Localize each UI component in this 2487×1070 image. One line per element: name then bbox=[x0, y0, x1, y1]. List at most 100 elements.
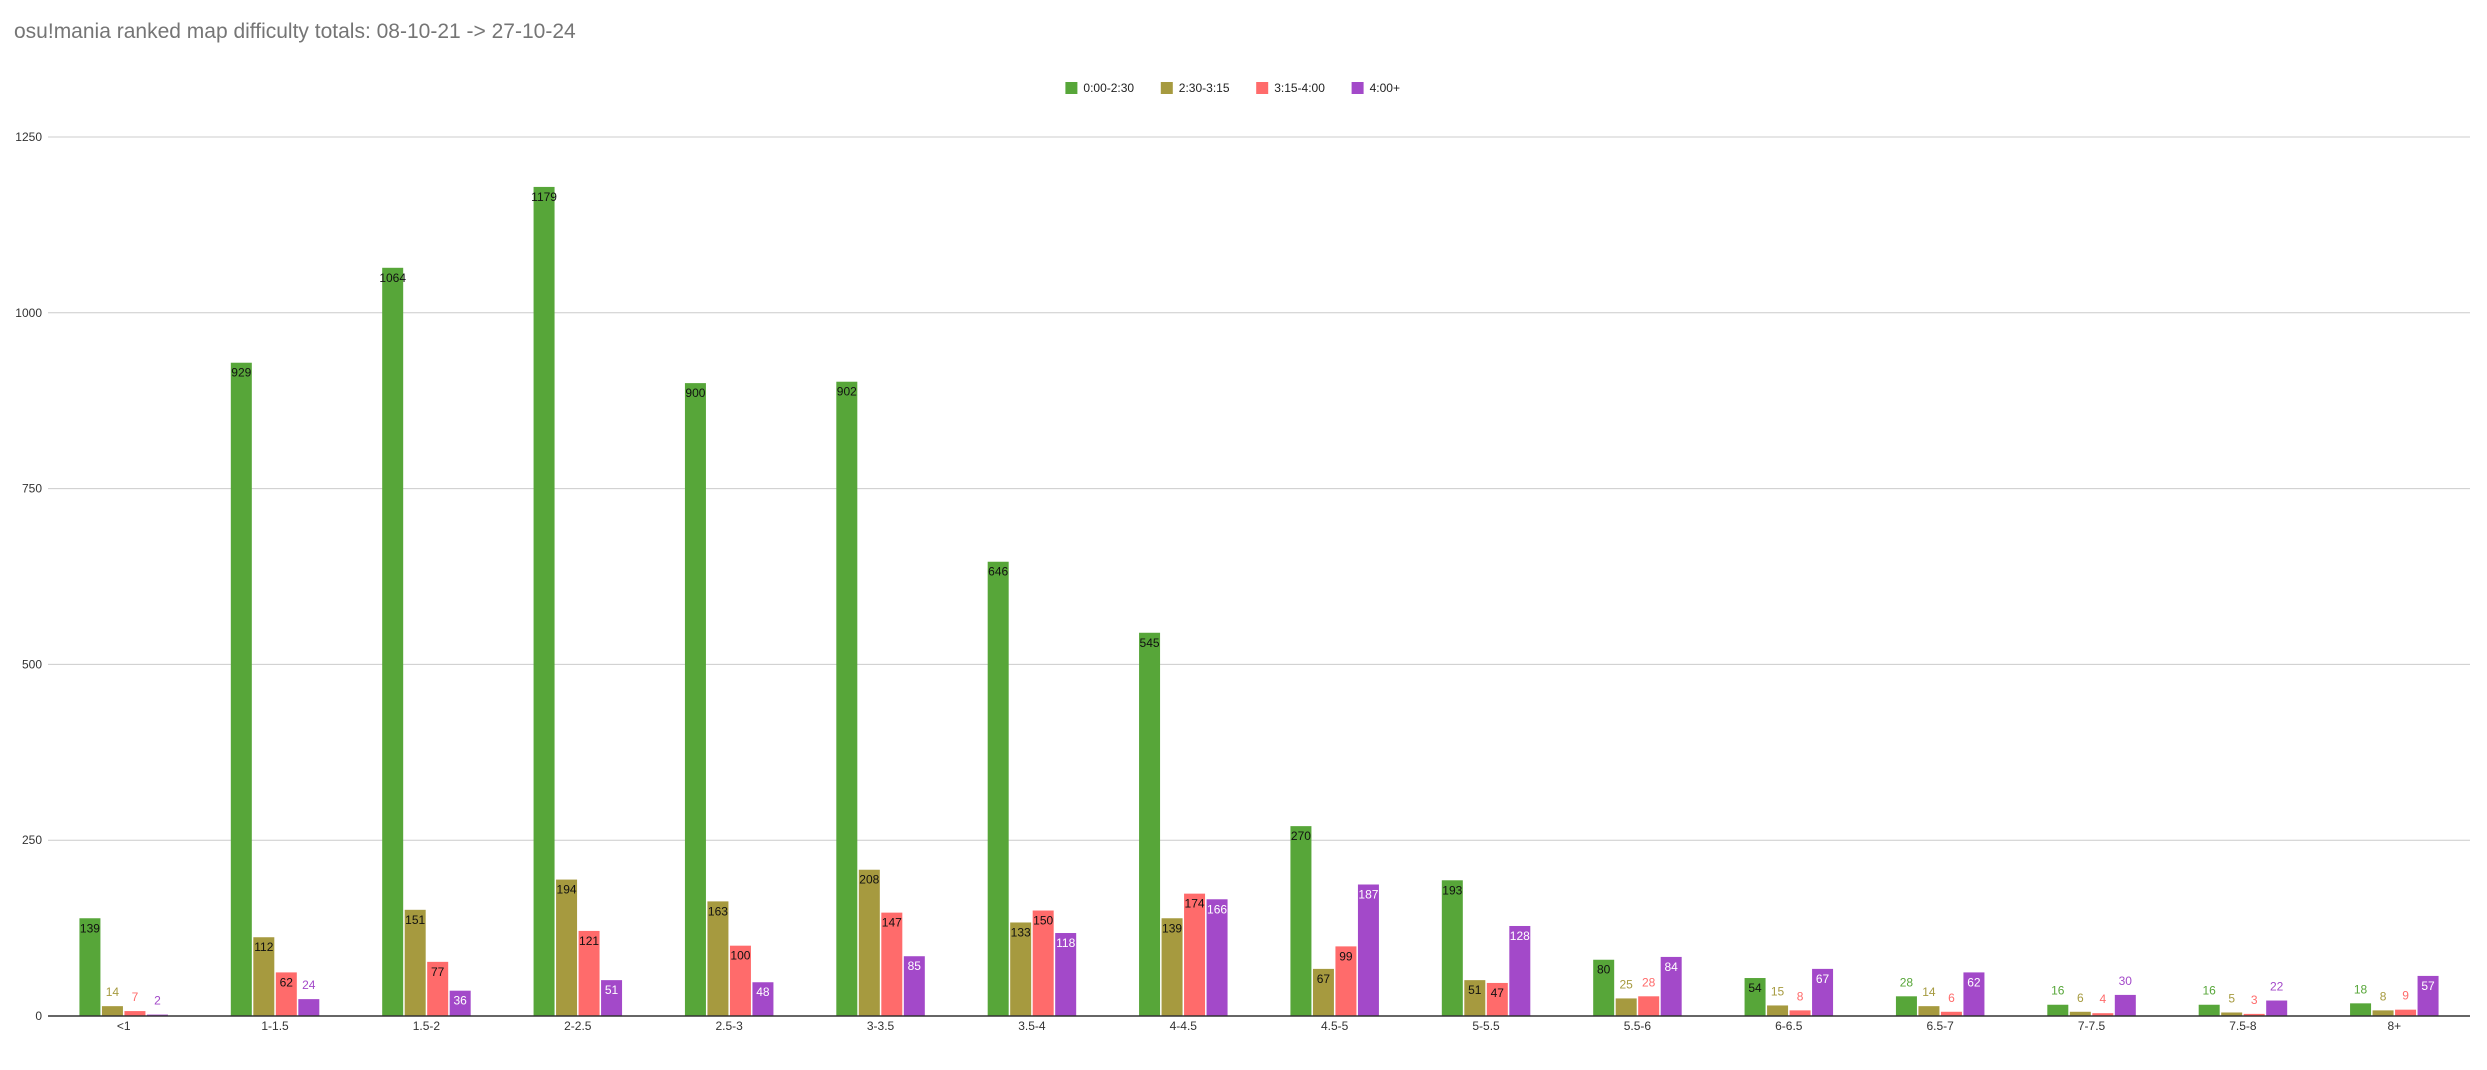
data-label: 16 bbox=[2203, 984, 2217, 998]
data-label: 139 bbox=[1162, 921, 1182, 935]
bar bbox=[1010, 922, 1032, 1016]
bar bbox=[556, 879, 578, 1016]
data-label: 8 bbox=[2380, 989, 2387, 1003]
bar bbox=[2047, 1004, 2069, 1016]
bar bbox=[253, 937, 275, 1016]
data-label: 36 bbox=[454, 994, 468, 1008]
bar bbox=[1335, 946, 1357, 1016]
data-label: 151 bbox=[405, 913, 425, 927]
bar bbox=[1895, 996, 1917, 1016]
data-label: 22 bbox=[2270, 980, 2284, 994]
bar bbox=[1441, 880, 1463, 1016]
bar bbox=[101, 1006, 123, 1016]
bar bbox=[1312, 968, 1334, 1016]
bar bbox=[2198, 1004, 2220, 1016]
data-label: 1064 bbox=[379, 271, 406, 285]
y-tick-label: 0 bbox=[35, 1009, 42, 1023]
data-label: 15 bbox=[1771, 984, 1785, 998]
data-label: 902 bbox=[837, 385, 857, 399]
y-tick-label: 500 bbox=[22, 657, 42, 671]
bar bbox=[1638, 996, 1660, 1016]
x-tick-label: 7.5-8 bbox=[2229, 1019, 2257, 1033]
data-label: 57 bbox=[2421, 979, 2435, 993]
x-tick-label: 2-2.5 bbox=[564, 1019, 592, 1033]
bar bbox=[707, 901, 729, 1016]
data-label: 80 bbox=[1597, 963, 1611, 977]
bar bbox=[684, 383, 706, 1016]
legend-label: 3:15-4:00 bbox=[1274, 81, 1325, 95]
data-label: 25 bbox=[1620, 977, 1634, 991]
data-label: 67 bbox=[1317, 972, 1331, 986]
legend: 0:00-2:30 2:30-3:15 3:15-4:00 4:00+ bbox=[1065, 81, 1400, 95]
x-tick-label: 2.5-3 bbox=[716, 1019, 744, 1033]
chart-title: osu!mania ranked map difficulty totals: … bbox=[14, 20, 576, 43]
data-label: 193 bbox=[1442, 883, 1462, 897]
bar bbox=[987, 561, 1009, 1016]
data-label: 24 bbox=[302, 978, 316, 992]
bar bbox=[1206, 899, 1228, 1016]
data-label: 194 bbox=[557, 883, 577, 897]
bar bbox=[1615, 998, 1637, 1016]
bar bbox=[1767, 1005, 1789, 1016]
bar bbox=[1812, 968, 1834, 1016]
bar bbox=[404, 909, 426, 1016]
x-tick-label: 1-1.5 bbox=[261, 1019, 289, 1033]
bar bbox=[2417, 975, 2439, 1016]
legend-label: 0:00-2:30 bbox=[1083, 81, 1134, 95]
data-label: 929 bbox=[231, 366, 251, 380]
bar bbox=[298, 999, 320, 1016]
data-label: 7 bbox=[132, 990, 139, 1004]
data-label: 8 bbox=[1797, 989, 1804, 1003]
legend-label: 4:00+ bbox=[1370, 81, 1400, 95]
data-label: 118 bbox=[1056, 936, 1075, 950]
data-label: 51 bbox=[1468, 983, 1482, 997]
data-label: 16 bbox=[2051, 984, 2065, 998]
data-label: 28 bbox=[1642, 975, 1656, 989]
x-tick-label: 4-4.5 bbox=[1170, 1019, 1198, 1033]
data-label: 1179 bbox=[531, 190, 557, 204]
data-label: 30 bbox=[2119, 974, 2133, 988]
gridlines bbox=[48, 136, 2470, 841]
bar bbox=[2395, 1009, 2417, 1016]
x-tick-label: 8+ bbox=[2387, 1019, 2401, 1033]
x-tick-label: 3.5-4 bbox=[1018, 1019, 1046, 1033]
x-tick-label: 4.5-5 bbox=[1321, 1019, 1349, 1033]
data-label: 51 bbox=[605, 983, 619, 997]
data-label: 18 bbox=[2354, 982, 2368, 996]
y-tick-label: 1000 bbox=[15, 306, 42, 320]
x-tick-label: 1.5-2 bbox=[413, 1019, 441, 1033]
data-label: 174 bbox=[1185, 897, 1205, 911]
data-label: 139 bbox=[80, 921, 100, 935]
bar bbox=[533, 186, 555, 1017]
bar bbox=[2221, 1012, 2243, 1016]
legend-swatch bbox=[1065, 82, 1078, 94]
bar bbox=[1161, 918, 1183, 1016]
data-label: 545 bbox=[1140, 636, 1160, 650]
bar bbox=[1509, 925, 1531, 1016]
y-tick-label: 750 bbox=[22, 482, 42, 496]
bar bbox=[230, 362, 252, 1017]
bar bbox=[449, 990, 471, 1016]
data-label: 187 bbox=[1358, 888, 1378, 902]
bar bbox=[1660, 956, 1682, 1016]
bar bbox=[79, 918, 101, 1016]
bar bbox=[578, 930, 600, 1016]
data-label: 54 bbox=[1748, 981, 1762, 995]
x-tick-label: 5.5-6 bbox=[1624, 1019, 1652, 1033]
x-tick-label: 5-5.5 bbox=[1472, 1019, 1500, 1033]
bar bbox=[1032, 910, 1054, 1016]
bar bbox=[752, 982, 774, 1016]
bar bbox=[836, 381, 858, 1016]
data-label: 150 bbox=[1033, 914, 1053, 928]
data-label: 9 bbox=[2402, 989, 2409, 1003]
bar bbox=[858, 869, 880, 1016]
bar bbox=[1744, 978, 1766, 1016]
bar bbox=[881, 912, 903, 1016]
bar bbox=[601, 980, 623, 1016]
data-label: 77 bbox=[431, 965, 445, 979]
bar bbox=[1139, 632, 1161, 1016]
x-tick-label: <1 bbox=[117, 1019, 131, 1033]
bar bbox=[903, 956, 925, 1016]
bars bbox=[79, 186, 2439, 1017]
